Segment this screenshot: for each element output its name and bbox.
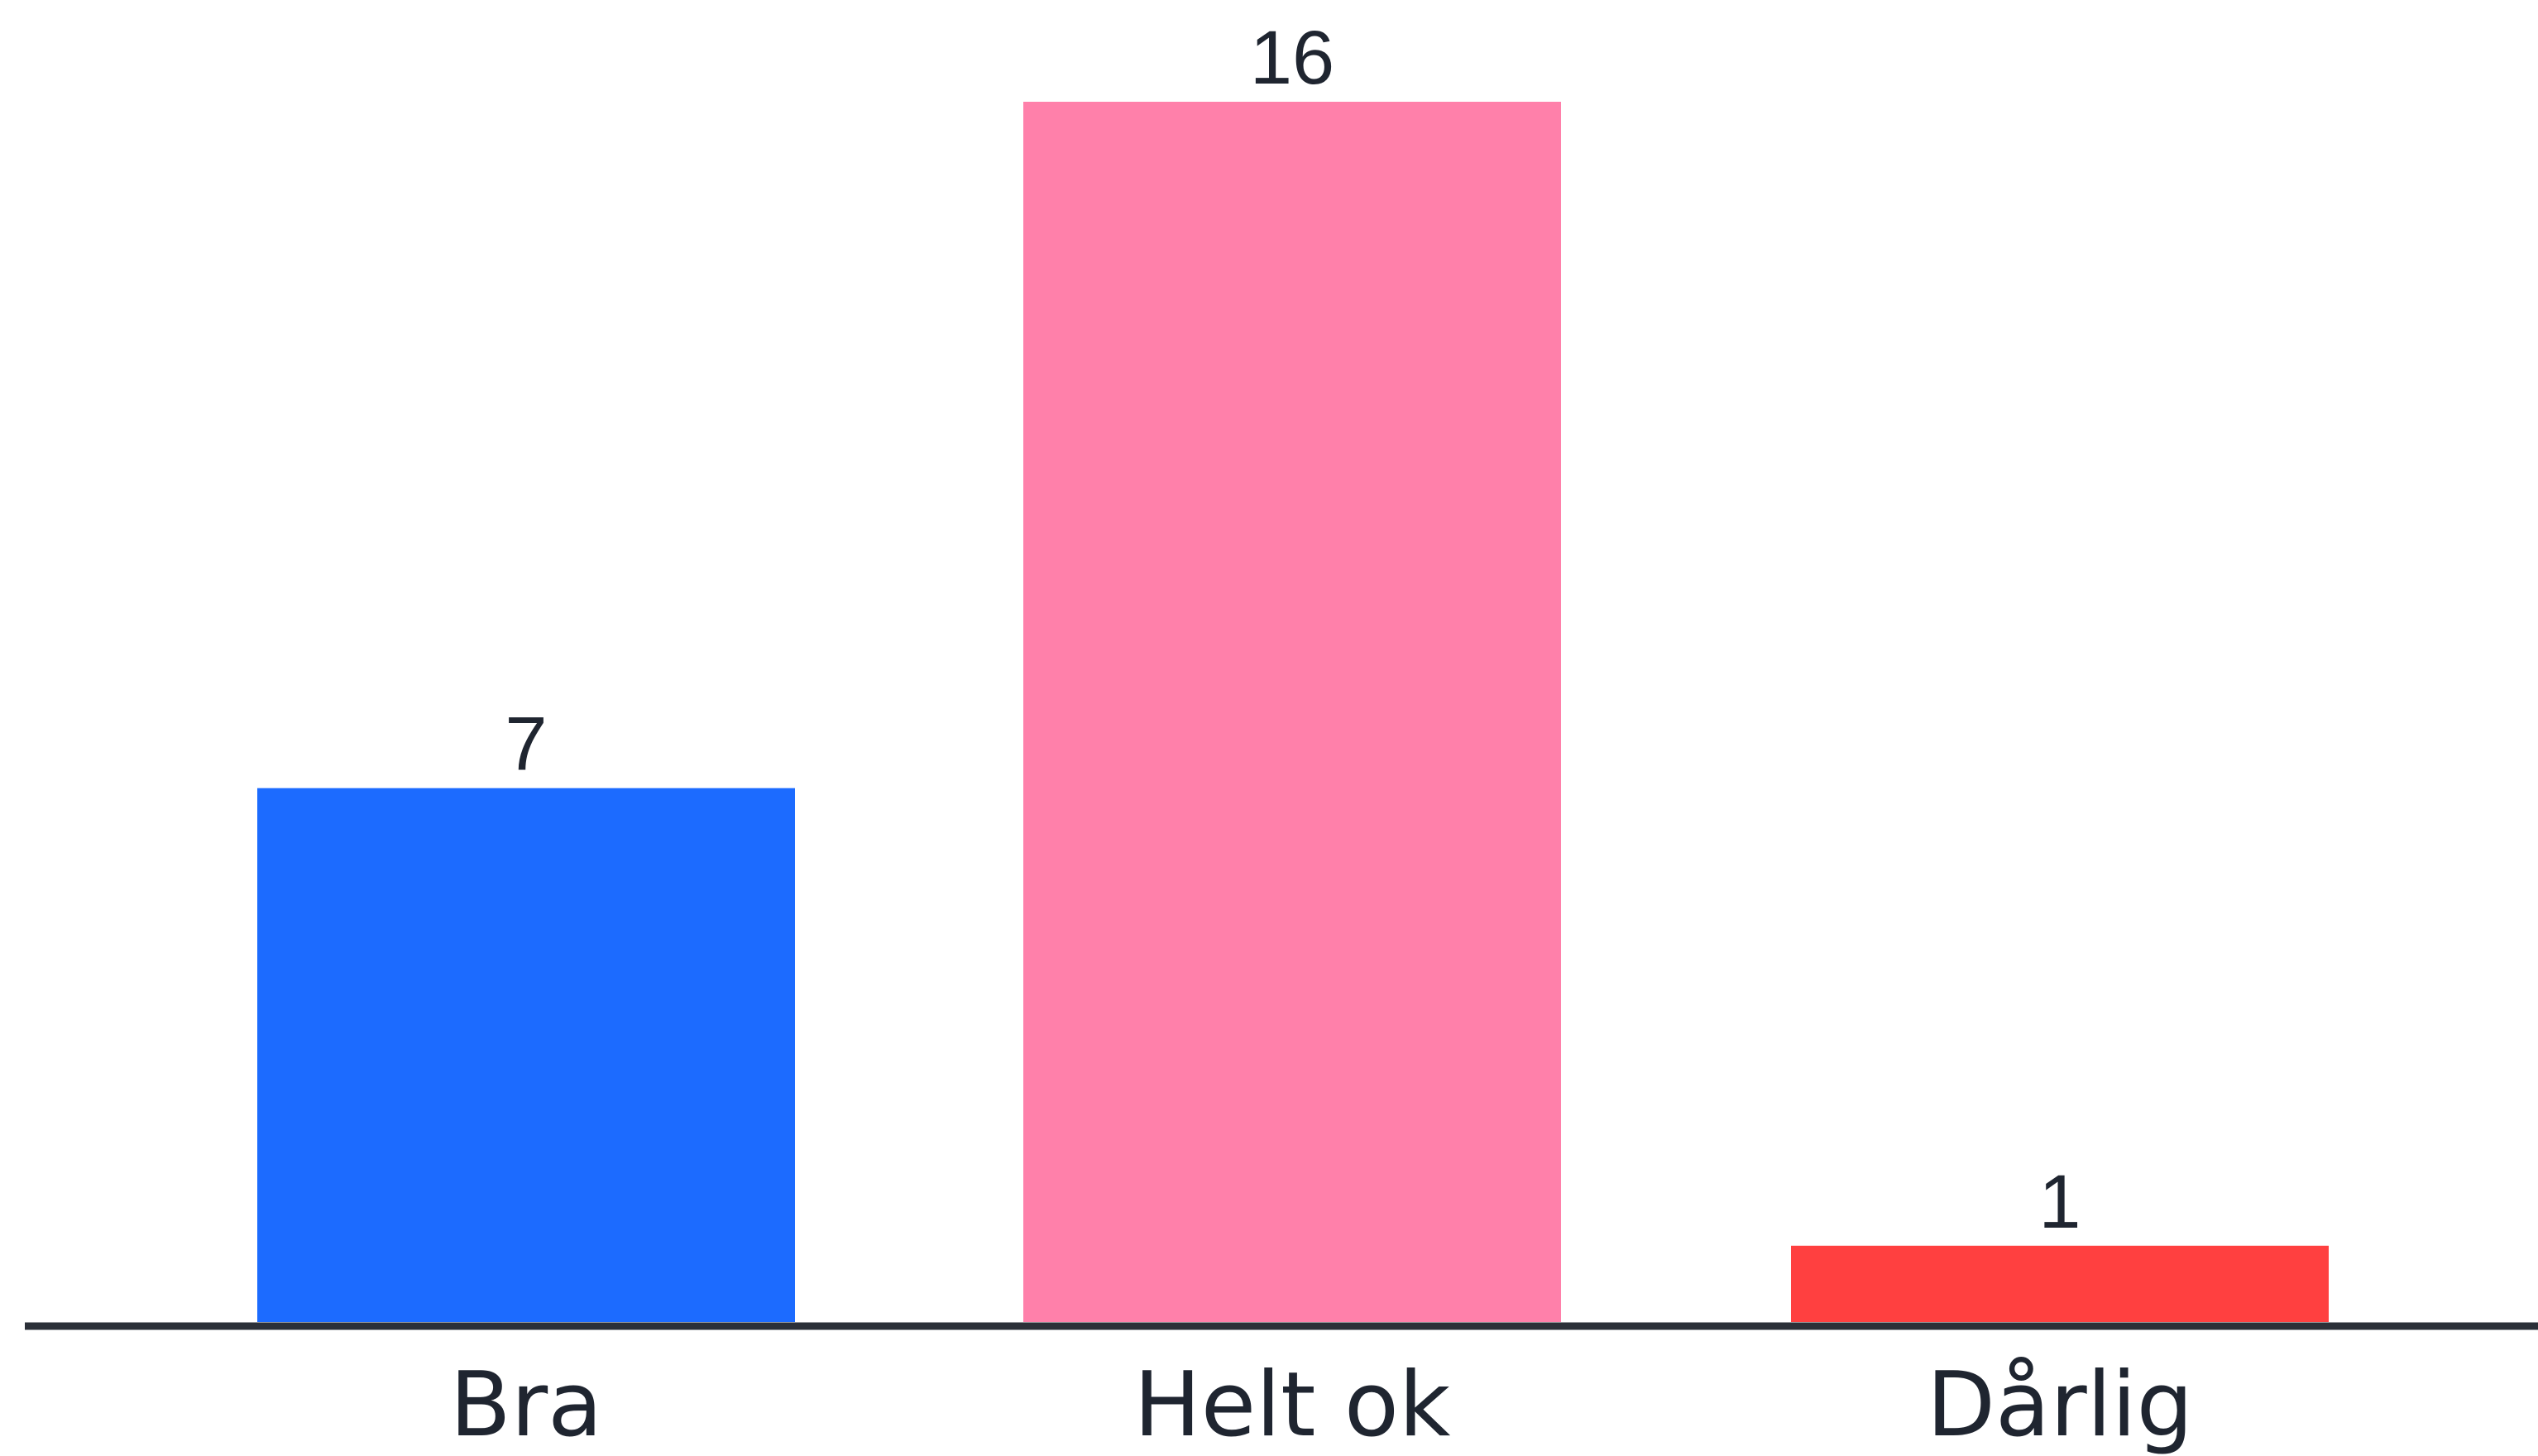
category-label-bra: Bra	[450, 1353, 603, 1456]
value-label-darlig: 1	[2038, 1160, 2081, 1244]
category-label-darlig: Dårlig	[1927, 1353, 2193, 1456]
value-label-helt-ok: 16	[1250, 16, 1334, 100]
bar-bra	[257, 788, 795, 1322]
bar-darlig	[1791, 1245, 2329, 1322]
bar-helt-ok	[1023, 102, 1561, 1322]
value-labels-group: 7 16 1	[505, 16, 2081, 1244]
value-label-bra: 7	[505, 702, 547, 787]
category-label-helt-ok: Helt ok	[1134, 1353, 1451, 1456]
bars-group	[257, 102, 2329, 1322]
category-labels-group: Bra Helt ok Dårlig	[450, 1353, 2194, 1456]
